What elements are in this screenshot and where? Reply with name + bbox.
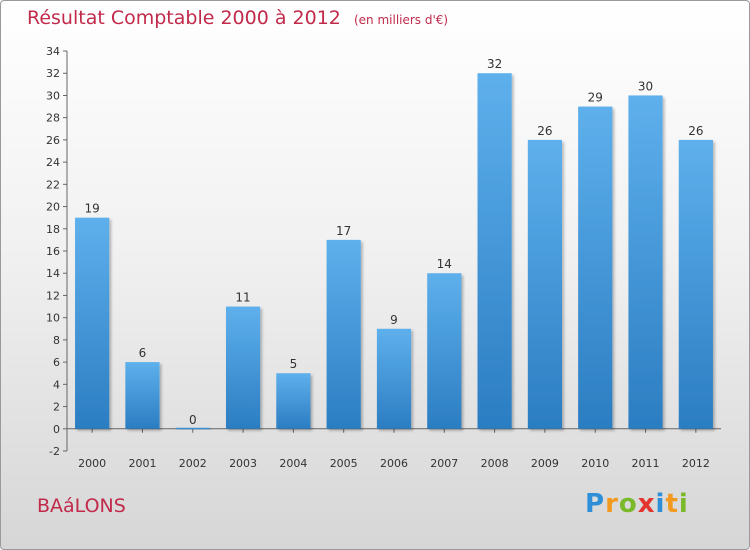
bar-value-label: 0 <box>189 413 197 427</box>
chart-title-text: Résultat Comptable 2000 à 2012 <box>27 7 341 29</box>
bar-value-label: 26 <box>537 124 552 138</box>
bar <box>578 106 613 429</box>
logo-letter: r <box>605 489 619 519</box>
commune-name: BAáLONS <box>37 495 126 517</box>
bar <box>527 139 563 429</box>
x-tick-label: 2000 <box>78 457 106 470</box>
y-tick-label: 10 <box>46 312 60 325</box>
chart-title: Résultat Comptable 2000 à 2012 (en milli… <box>27 7 448 29</box>
y-tick-label: 32 <box>46 67 60 80</box>
logo-letter: x <box>637 489 656 519</box>
y-tick-label: 22 <box>46 178 60 191</box>
y-tick-label: 6 <box>53 356 60 369</box>
bars <box>75 73 713 430</box>
x-tick-label: 2006 <box>380 457 408 470</box>
bar-value-label: 19 <box>85 202 100 216</box>
logo-letter: i <box>655 489 666 519</box>
bar <box>678 139 713 429</box>
bar <box>175 427 210 430</box>
proxiti-logo: Proxiti <box>585 489 689 519</box>
bar <box>477 73 512 429</box>
y-tick-label: 12 <box>46 289 60 302</box>
x-tick-label: 2008 <box>481 457 509 470</box>
logo-letter: P <box>585 489 606 519</box>
data-labels: 19 6 0 11 5 17 9 14 32 26 29 30 26 <box>85 57 704 427</box>
y-tick-label: 0 <box>53 423 60 436</box>
x-tick-label: 2002 <box>179 457 207 470</box>
bar-value-label: 17 <box>336 224 351 238</box>
x-tick-label: 2001 <box>128 457 156 470</box>
bar-value-label: 29 <box>588 91 603 105</box>
bar <box>75 217 110 429</box>
x-tick-label: 2007 <box>430 457 458 470</box>
x-tick-label: 2004 <box>279 457 307 470</box>
y-tick-label: 26 <box>46 134 60 147</box>
logo-letter: t <box>665 489 679 519</box>
chart-units: (en milliers d'€) <box>353 13 449 27</box>
logo-letter: i <box>678 489 689 519</box>
bar <box>376 328 412 429</box>
bar-value-label: 14 <box>437 257 452 271</box>
logo-letter: o <box>618 489 638 519</box>
x-tick-label: 2012 <box>682 457 710 470</box>
y-tick-label: -2 <box>49 445 60 458</box>
bar-value-label: 11 <box>235 291 250 305</box>
y-tick-label: 14 <box>46 267 60 280</box>
bar <box>628 95 663 429</box>
bar <box>326 239 361 429</box>
bar <box>225 306 261 429</box>
x-tick-label: 2009 <box>531 457 559 470</box>
bar <box>125 362 160 429</box>
y-tick-label: 18 <box>46 223 60 236</box>
bar <box>427 273 462 429</box>
bar-value-label: 30 <box>638 79 653 93</box>
y-tick-label: 20 <box>46 201 60 214</box>
bar-value-label: 9 <box>390 313 398 327</box>
y-tick-label: 30 <box>46 89 60 102</box>
y-tick-label: 16 <box>46 245 60 258</box>
bar-value-label: 26 <box>688 124 703 138</box>
x-tick-label: 2010 <box>581 457 609 470</box>
bar-value-label: 32 <box>487 57 502 71</box>
y-tick-label: 24 <box>46 156 60 169</box>
y-tick-label: 8 <box>53 334 60 347</box>
y-tick-label: 28 <box>46 112 60 125</box>
y-tick-label: 4 <box>53 378 60 391</box>
bar-value-label: 6 <box>139 346 147 360</box>
x-tick-label: 2003 <box>229 457 257 470</box>
bar-value-label: 5 <box>290 357 298 371</box>
y-tick-label: 2 <box>53 401 60 414</box>
bar <box>276 373 311 429</box>
x-tick-label: 2005 <box>330 457 358 470</box>
x-tick-label: 2011 <box>632 457 660 470</box>
y-tick-label: 34 <box>46 45 60 58</box>
